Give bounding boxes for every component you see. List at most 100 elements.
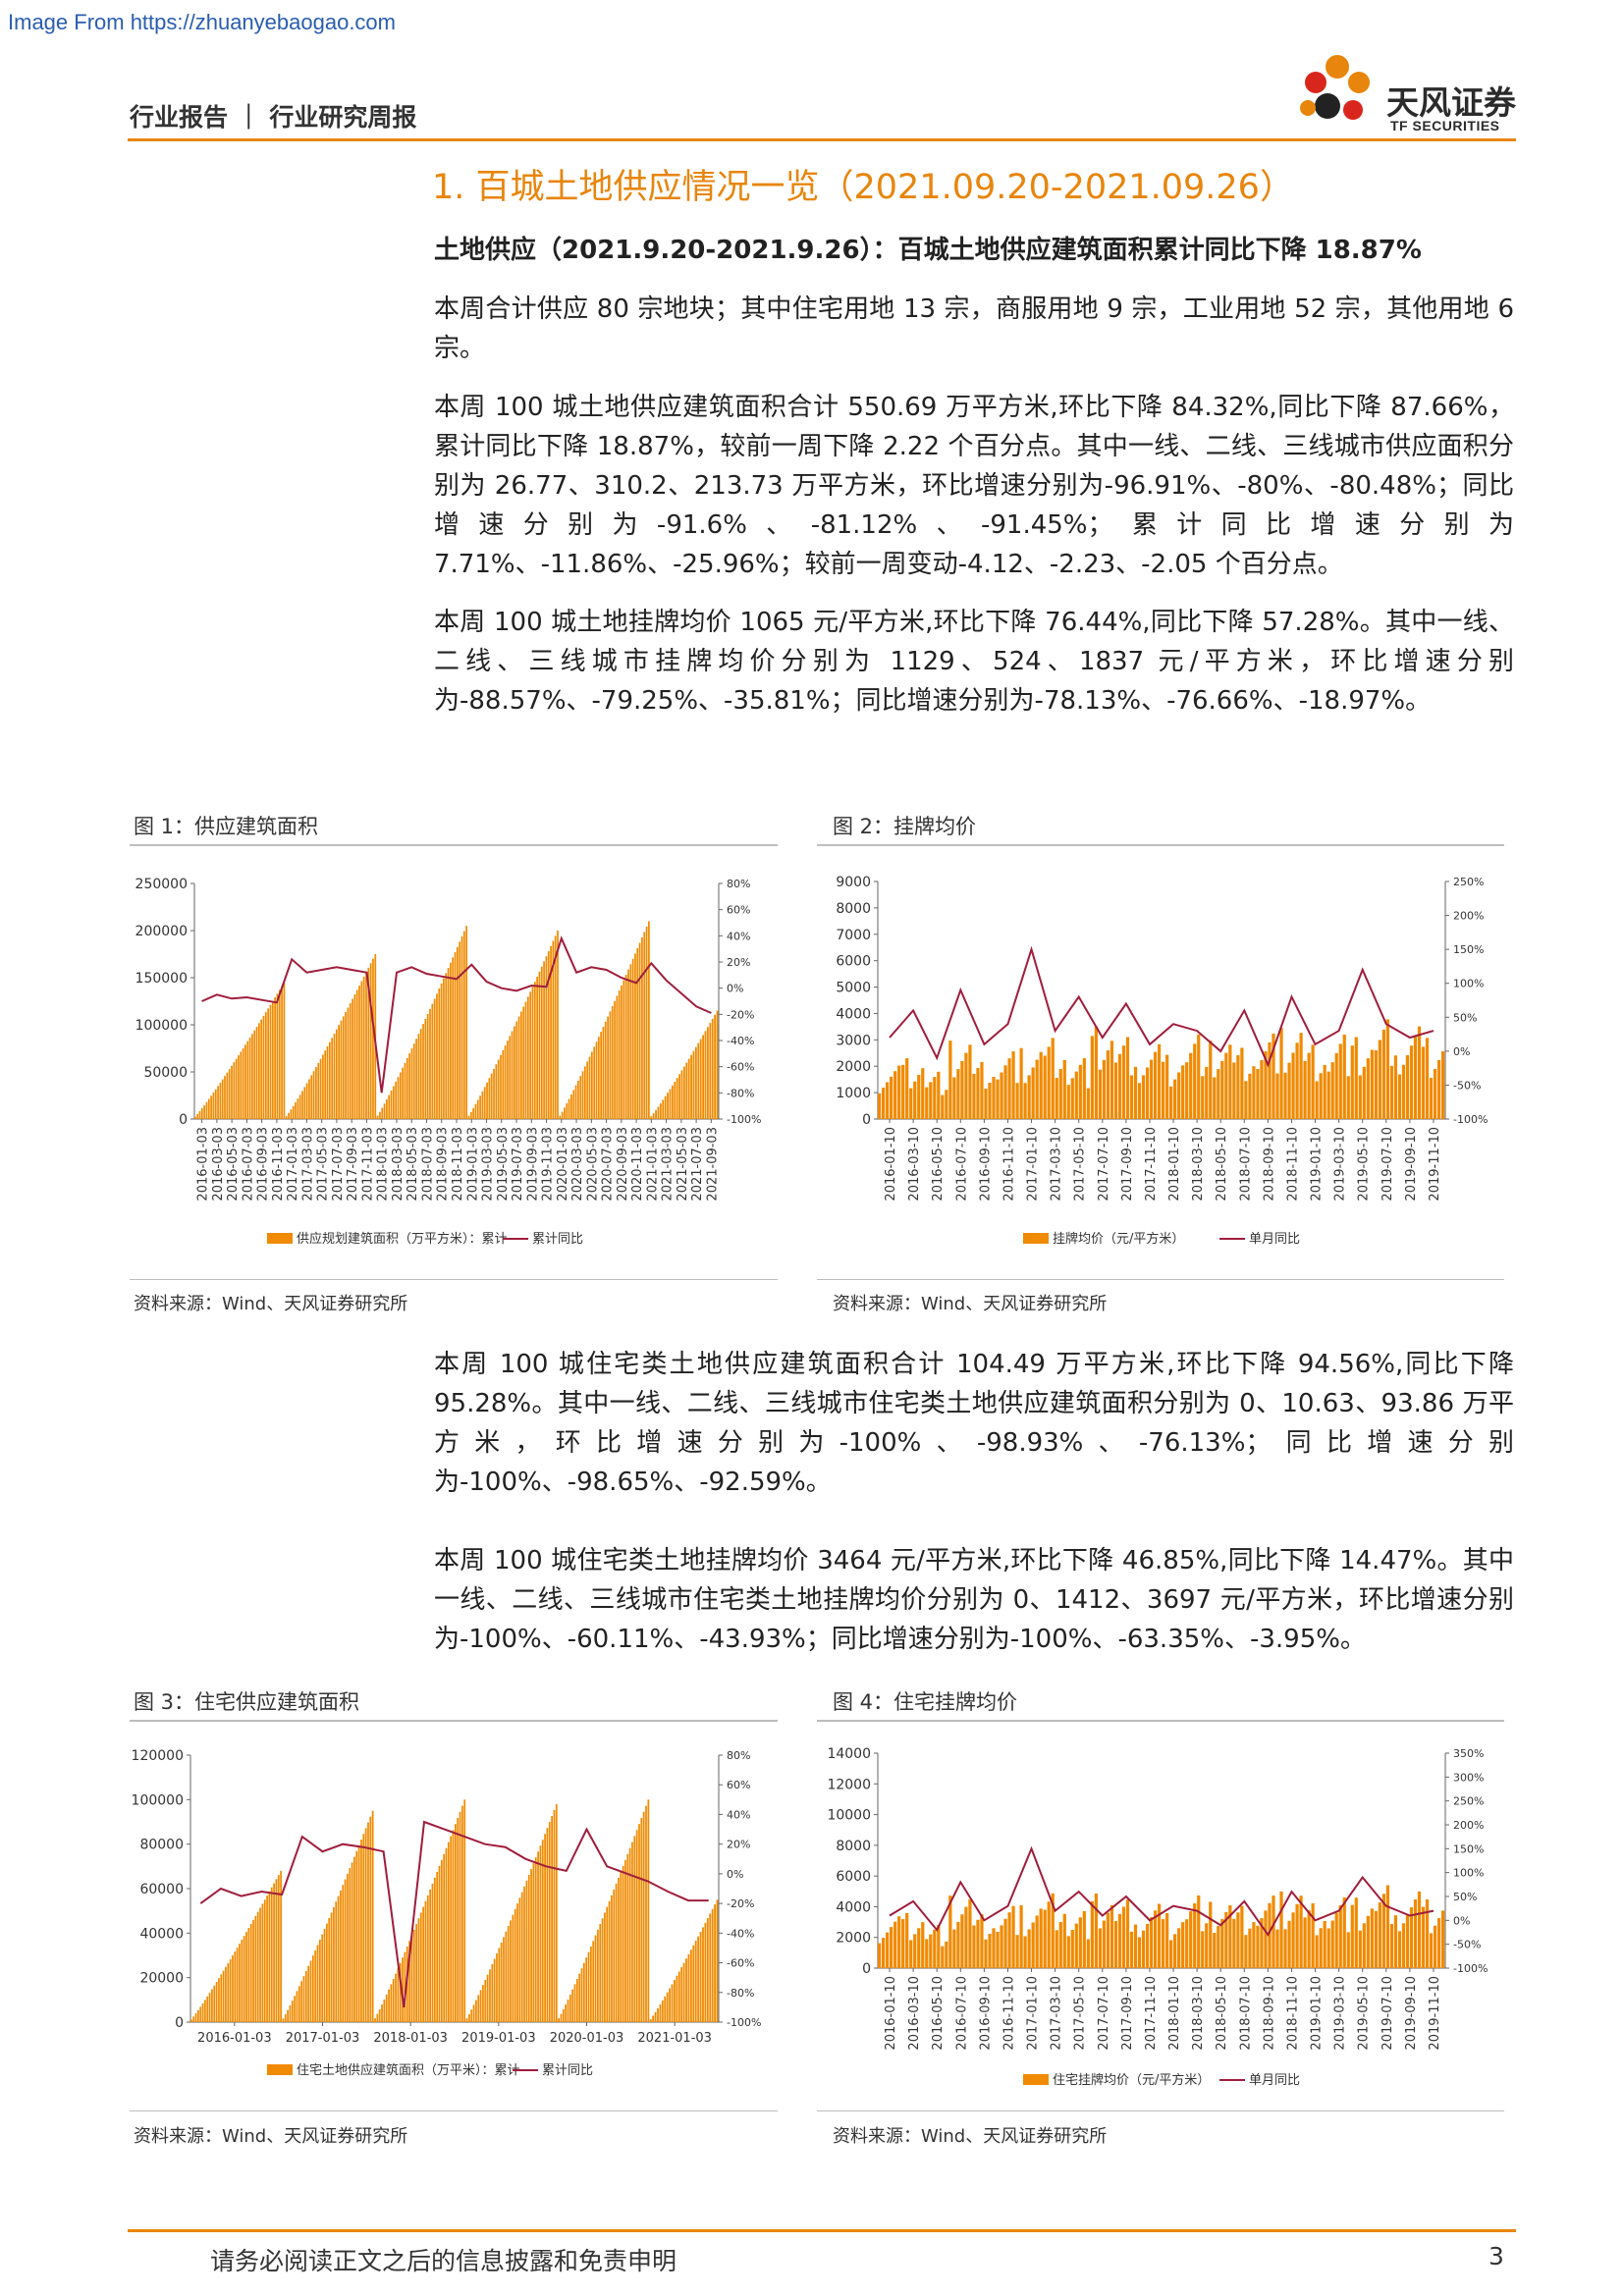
bar bbox=[378, 2008, 381, 2022]
figure-2-source: 资料来源：Wind、天风证券研究所 bbox=[833, 1294, 1108, 1314]
bar bbox=[235, 1058, 238, 1119]
bar bbox=[287, 2009, 289, 2022]
bar bbox=[882, 1938, 886, 1968]
x-tick-label: 2019-01-03 bbox=[461, 2031, 536, 2046]
bar bbox=[1393, 1055, 1398, 1119]
bar bbox=[358, 986, 360, 1119]
bar bbox=[1275, 1073, 1279, 1119]
bar bbox=[996, 1079, 1000, 1119]
bar bbox=[529, 991, 532, 1119]
bar bbox=[1279, 1028, 1283, 1119]
figure-3-bottom-rule bbox=[130, 2110, 778, 2111]
bar bbox=[601, 1918, 604, 2022]
bar bbox=[1236, 1054, 1240, 1119]
bar bbox=[1177, 1928, 1181, 1968]
bar bbox=[579, 1076, 582, 1119]
bar bbox=[1137, 1083, 1142, 1119]
bar bbox=[219, 1082, 222, 1119]
bar bbox=[507, 1041, 509, 1119]
x-tick-label: 2019-01-10 bbox=[1310, 1127, 1325, 1201]
bar bbox=[374, 2018, 376, 2022]
bar bbox=[1252, 1922, 1256, 1968]
x-tick-label: 2018-03-10 bbox=[1191, 1127, 1206, 1201]
bar bbox=[422, 1024, 424, 1119]
bar bbox=[952, 1929, 956, 1968]
paragraph-lead: 土地供应（2021.9.20-2021.9.26）：百城土地供应建筑面积累计同比… bbox=[434, 236, 1422, 265]
legend-bar-label: 供应规划建筑面积（万平方米）：累计 bbox=[297, 1231, 508, 1247]
bar bbox=[664, 1996, 667, 2022]
bar bbox=[470, 2009, 473, 2022]
x-tick-label: 2018-05-10 bbox=[1215, 1127, 1229, 1201]
bar bbox=[1279, 1891, 1283, 1968]
bar bbox=[964, 1052, 968, 1119]
bar bbox=[445, 973, 448, 1119]
x-tick-label: 2016-11-10 bbox=[1001, 1976, 1016, 2051]
bar bbox=[365, 972, 367, 1119]
bar bbox=[532, 1863, 535, 2022]
bar bbox=[1070, 1929, 1074, 1968]
bar bbox=[1043, 1055, 1047, 1119]
x-tick-label: 2021-05-03 bbox=[676, 1127, 690, 1201]
y-left-tick-label: 120000 bbox=[132, 1748, 184, 1764]
bar bbox=[268, 1891, 271, 2022]
bar bbox=[316, 1945, 319, 2022]
bar bbox=[1366, 1058, 1370, 1119]
bar bbox=[890, 1076, 893, 1119]
bar bbox=[537, 1851, 539, 2022]
y-left-tick-label: 0 bbox=[862, 1961, 871, 1977]
bar bbox=[577, 1080, 579, 1119]
y-left-tick-label: 150000 bbox=[135, 971, 188, 987]
bar bbox=[212, 1093, 215, 1119]
bar bbox=[511, 1031, 514, 1119]
x-tick-label: 2020-05-03 bbox=[585, 1127, 600, 1201]
bar bbox=[568, 1098, 570, 1119]
bar bbox=[671, 1984, 674, 2022]
bar bbox=[1062, 1059, 1066, 1119]
bar bbox=[1256, 1925, 1260, 1968]
bar bbox=[1145, 1923, 1150, 1968]
y-left-tick-label: 6000 bbox=[836, 954, 871, 970]
x-tick-label: 2017-01-10 bbox=[1026, 1127, 1041, 1201]
x-tick-label: 2017-11-10 bbox=[1144, 1976, 1159, 2051]
y-right-tick-label: 0% bbox=[727, 1868, 743, 1881]
bar bbox=[1252, 1066, 1256, 1119]
x-tick-label: 2016-03-03 bbox=[211, 1127, 226, 1201]
bar bbox=[294, 1996, 296, 2022]
bar bbox=[1110, 1904, 1114, 1968]
bar bbox=[1066, 1936, 1070, 1968]
bar bbox=[1193, 1903, 1197, 1968]
bar bbox=[357, 1844, 360, 2022]
y-right-tick-label: -60% bbox=[727, 1957, 754, 1970]
bar bbox=[1031, 1922, 1035, 1968]
bar bbox=[699, 1039, 702, 1119]
bar bbox=[1213, 1932, 1217, 1968]
bar bbox=[433, 1877, 436, 2022]
bar bbox=[1205, 1066, 1209, 1119]
figure-1-source: 资料来源：Wind、天风证券研究所 bbox=[134, 1294, 408, 1314]
bar bbox=[976, 1067, 980, 1119]
bar bbox=[671, 1085, 674, 1119]
y-right-tick-label: 300% bbox=[1453, 1771, 1484, 1784]
bar bbox=[1197, 1895, 1201, 1968]
bar bbox=[383, 1103, 386, 1119]
bar bbox=[436, 1871, 439, 2022]
bar bbox=[897, 1065, 901, 1119]
bar bbox=[929, 1082, 933, 1119]
bar bbox=[275, 1879, 278, 2022]
bar bbox=[288, 1112, 290, 1119]
bar bbox=[607, 1016, 609, 1119]
bar bbox=[1429, 1078, 1434, 1119]
line-series-yoy bbox=[889, 945, 1435, 1068]
x-tick-label: 2017-07-10 bbox=[1097, 1127, 1111, 1201]
footer-disclaimer: 请务必阅读正文之后的信息披露和免责申明 bbox=[210, 2247, 677, 2275]
bar bbox=[714, 1014, 716, 1119]
bar bbox=[580, 1968, 583, 2022]
bar bbox=[1169, 1086, 1173, 1119]
bar bbox=[1397, 1074, 1402, 1119]
x-tick-label: 2018-11-10 bbox=[1285, 1127, 1300, 1201]
x-tick-label: 2019-07-10 bbox=[1380, 1127, 1395, 1201]
bar bbox=[641, 936, 643, 1119]
bar bbox=[217, 1086, 219, 1119]
logo-text-en: TF SECURITIES bbox=[1390, 118, 1500, 133]
bar bbox=[310, 1075, 313, 1119]
